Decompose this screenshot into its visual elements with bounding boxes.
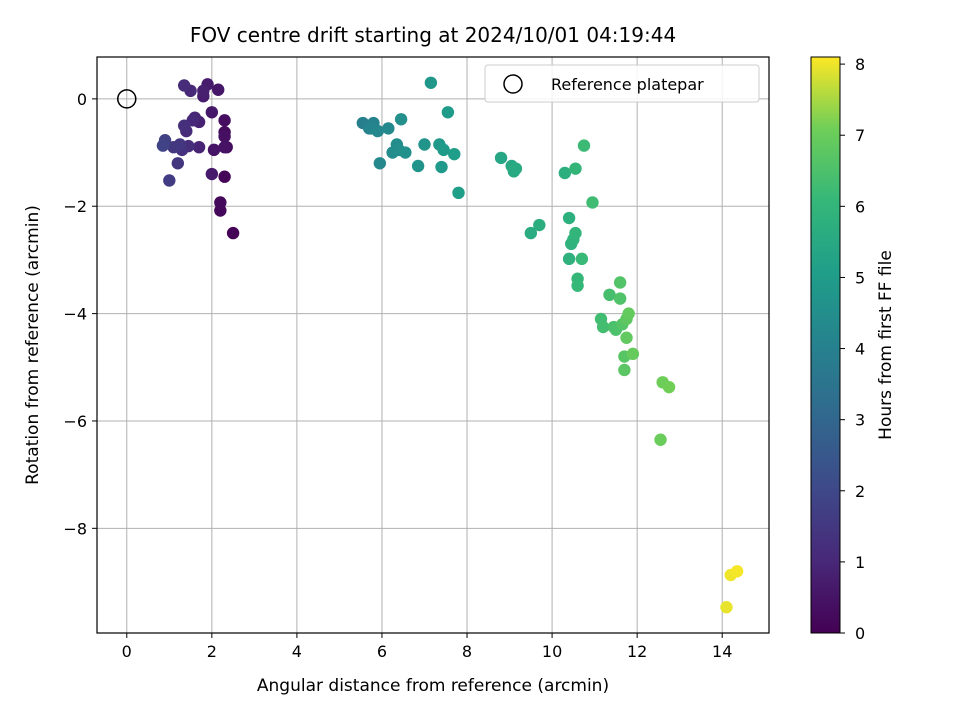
x-axis: 0 2 4 6 8 10 12 14 [122,633,732,661]
colorbar-tick-label: 2 [855,482,865,501]
data-point [205,167,219,181]
y-tick-label: −4 [63,305,87,324]
colorbar-tick-label: 5 [855,268,865,287]
x-tick-label: 2 [207,642,217,661]
y-tick-label: −2 [63,197,87,216]
data-point [586,196,599,209]
data-point [596,320,610,334]
colorbar-label: Hours from first FF file [876,250,896,440]
y-tick-label: 0 [77,90,87,109]
data-point [720,601,733,614]
data-point [218,130,231,143]
y-tick-label: −6 [63,412,87,431]
data-point [620,331,633,344]
colorbar-tick-label: 3 [855,411,865,430]
data-point [577,139,591,152]
data-point [437,143,450,157]
colorbar-tick-label: 4 [855,340,865,359]
data-point [371,124,384,138]
data-point [394,113,408,126]
data-point [448,147,461,161]
data-point [382,122,395,135]
legend: Reference platepar [484,64,760,103]
data-point [452,186,465,200]
colorbar-tick-label: 0 [855,624,865,643]
data-point [626,347,640,361]
data-point [214,196,227,209]
x-tick-label: 0 [122,642,132,661]
data-point [435,160,448,174]
data-point [373,157,387,170]
x-tick-label: 6 [377,642,387,661]
data-point [533,218,546,232]
y-axis-title: Rotation from reference (arcmin) [23,205,43,485]
colorbar-tick-label: 1 [855,553,865,572]
y-axis: 0 −2 −4 −6 −8 [63,90,97,538]
data-point [177,79,191,92]
colorbar: 0 1 2 3 4 5 6 7 8 Hours from first FF file [810,55,896,643]
colorbar-tick-label: 8 [855,55,865,74]
data-point [730,565,744,578]
data-point [654,433,667,446]
data-point [571,279,584,292]
data-point [622,307,635,320]
data-point [167,140,180,154]
data-point [212,83,225,96]
data-point [562,252,576,266]
data-point [205,106,219,119]
data-point [177,119,191,132]
data-point [218,114,231,127]
data-point [494,151,508,165]
colorbar-gradient [810,56,841,634]
data-point [156,139,170,152]
data-point [411,159,425,173]
colorbar-tick-label: 7 [855,126,865,145]
data-point [618,363,631,377]
colorbar-tick-label: 6 [855,197,865,216]
legend-box [484,64,760,103]
data-point [575,252,589,266]
data-point [509,162,523,175]
data-points [156,76,744,614]
reference-marker [117,89,137,109]
data-point [418,138,431,151]
x-tick-label: 14 [712,642,732,661]
data-point [603,288,616,302]
data-point [441,106,455,119]
legend-label: Reference platepar [551,75,704,94]
x-tick-label: 12 [627,642,647,661]
chart-title: FOV centre drift starting at 2024/10/01 … [190,23,676,47]
data-point [218,170,231,183]
data-point [226,226,240,240]
colorbar-ticks: 0 1 2 3 4 5 6 7 8 [840,55,865,643]
data-point [569,162,582,175]
data-point [613,276,627,289]
grid [97,57,769,633]
legend-marker [503,74,523,94]
data-point [558,166,572,180]
data-point [192,140,206,154]
data-point [163,174,176,187]
data-point [218,140,231,154]
data-point [424,76,438,89]
data-point [399,146,412,159]
x-tick-label: 4 [292,642,302,661]
data-point [562,211,576,225]
data-point [207,143,221,157]
x-axis-title: Angular distance from reference (arcmin) [257,676,609,696]
x-tick-label: 8 [462,642,472,661]
data-point [662,380,676,394]
data-point [197,84,210,98]
data-point [613,292,627,305]
data-point [569,226,582,240]
y-tick-label: −8 [63,519,87,538]
x-tick-label: 10 [542,642,562,661]
data-point [524,226,538,240]
plot-frame [96,56,770,634]
data-point [171,157,185,170]
